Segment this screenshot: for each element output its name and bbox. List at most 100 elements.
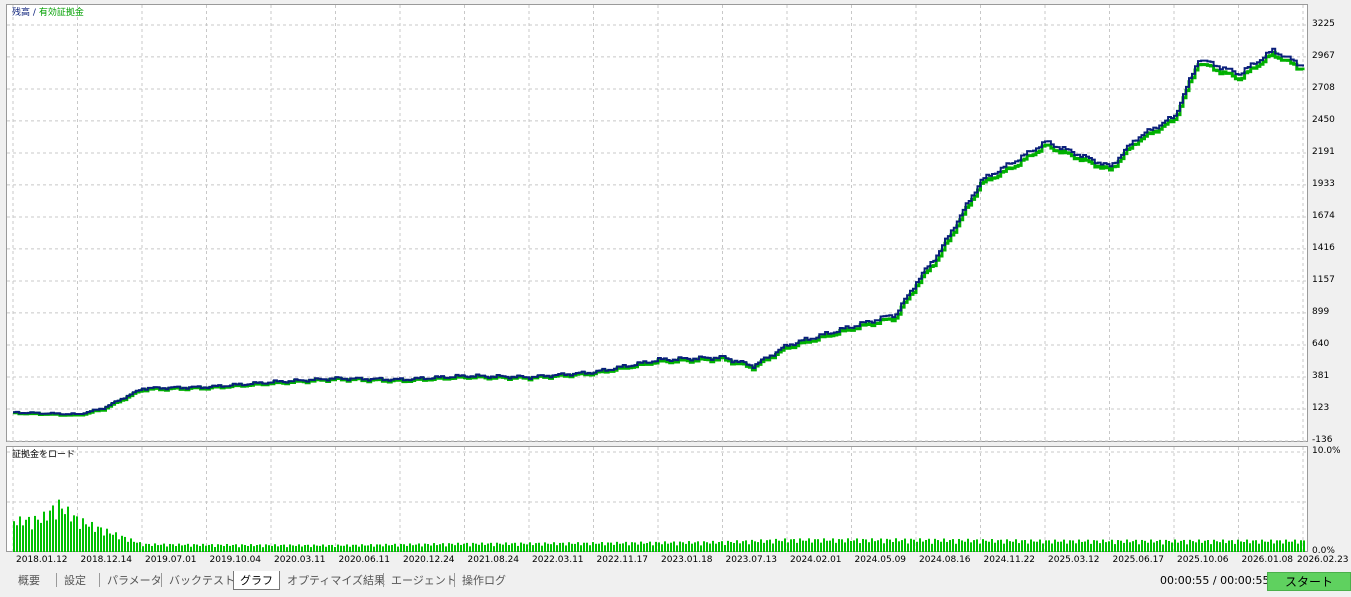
margin-load-bar [1108, 541, 1110, 552]
y-tick-label: 2708 [1312, 82, 1335, 93]
x-tick-label: 2023.01.18 [661, 555, 713, 565]
margin-load-bar [787, 542, 789, 552]
margin-load-bar [1099, 543, 1101, 552]
tab-7[interactable]: 操作ログ [462, 574, 506, 587]
margin-load-bar [487, 543, 489, 552]
margin-load-bar [841, 539, 843, 552]
margin-load-bar [868, 542, 870, 552]
tab-4[interactable]: グラフ [233, 571, 280, 590]
margin-load-bar [901, 540, 903, 552]
margin-load-bar [664, 541, 666, 552]
margin-load-bar [157, 545, 159, 552]
margin-load-bar [1084, 541, 1086, 552]
tab-0[interactable]: 概要 [18, 574, 40, 587]
margin-load-bar [898, 541, 900, 552]
margin-load-bar [586, 542, 588, 552]
margin-load-bar [400, 543, 402, 552]
margin-load-bar [988, 541, 990, 552]
margin-load-bar [646, 543, 648, 552]
margin-load-bar [931, 543, 933, 552]
tab-2[interactable]: パラメータ [107, 574, 162, 587]
margin-load-bar [382, 546, 384, 552]
margin-load-bar [814, 539, 816, 552]
tab-3[interactable]: バックテスト [169, 574, 235, 587]
margin-load-bar [649, 541, 651, 552]
margin-load-bar [1129, 542, 1131, 552]
margin-load-bar [1183, 539, 1185, 552]
margin-load-bar [364, 545, 366, 552]
margin-load-bar [130, 538, 132, 552]
margin-load-bar [91, 521, 93, 552]
margin-load-bar [394, 543, 396, 552]
margin-load-bar [490, 542, 492, 552]
start-button[interactable]: スタート [1267, 572, 1351, 591]
margin-load-pane[interactable] [6, 446, 1309, 553]
margin-load-bar [367, 545, 369, 552]
margin-load-bar [826, 540, 828, 552]
margin-load-bar [703, 541, 705, 552]
margin-load-bar [286, 547, 288, 552]
margin-load-bar [1168, 540, 1170, 552]
margin-load-bar [469, 546, 471, 552]
margin-load-bar [1192, 541, 1194, 552]
margin-load-bar [958, 538, 960, 552]
margin-load-bar [1096, 540, 1098, 552]
margin-load-bar [199, 546, 201, 552]
margin-load-bar [820, 542, 822, 552]
margin-load-bar [1261, 539, 1263, 552]
tab-6[interactable]: エージェント [391, 574, 457, 587]
margin-load-bar [40, 522, 42, 552]
margin-load-bar [376, 544, 378, 552]
margin-load-bar [754, 541, 756, 552]
margin-load-bar [406, 545, 408, 552]
margin-load-bar [1255, 540, 1257, 552]
margin-load-bar [1234, 543, 1236, 552]
margin-load-bar [565, 545, 567, 552]
margin-load-bar [154, 543, 156, 552]
chart-grid [7, 5, 1309, 443]
margin-load-bar [655, 541, 657, 552]
margin-load-bar [676, 545, 678, 552]
margin-load-bar [220, 544, 222, 552]
margin-load-bar [436, 545, 438, 552]
margin-load-bar [928, 538, 930, 552]
margin-load-bar [535, 543, 537, 552]
margin-load-bar [1063, 539, 1065, 552]
margin-load-bar [1195, 542, 1197, 552]
margin-load-bar [1294, 539, 1296, 552]
margin-load-bar [358, 546, 360, 552]
margin-grid [7, 447, 1309, 553]
margin-load-bar [1123, 542, 1125, 552]
tab-separator [383, 573, 384, 587]
margin-load-bar [1273, 543, 1275, 552]
margin-load-bar [634, 542, 636, 552]
margin-load-bar [265, 544, 267, 552]
x-tick-label: 2026.02.23 [1297, 555, 1349, 565]
margin-load-bar [1225, 543, 1227, 552]
margin-load-bar [700, 545, 702, 552]
margin-load-bar [871, 538, 873, 552]
margin-load-bar [847, 538, 849, 552]
margin-load-bar [766, 540, 768, 552]
x-tick-label: 2020.03.11 [274, 555, 326, 565]
margin-load-bar [772, 543, 774, 552]
margin-load-bar [19, 516, 21, 552]
margin-load-bar [424, 543, 426, 552]
tab-5[interactable]: オプティマイズ結果 [287, 574, 386, 587]
margin-load-bar [418, 543, 420, 552]
margin-load-bar [691, 543, 693, 552]
margin-load-bar [616, 541, 618, 552]
margin-load-bar [937, 540, 939, 552]
margin-load-bar [496, 542, 498, 552]
margin-load-bar [280, 544, 282, 552]
margin-load-bar [637, 544, 639, 552]
margin-load-bar [913, 539, 915, 552]
balance-equity-chart-pane[interactable] [6, 4, 1309, 443]
margin-load-bar [136, 542, 138, 552]
margin-load-bar [697, 541, 699, 552]
margin-load-bar [784, 538, 786, 552]
margin-load-bar [922, 541, 924, 552]
tab-1[interactable]: 設定 [64, 574, 86, 587]
margin-load-bar [1222, 539, 1224, 552]
margin-load-bar [481, 542, 483, 552]
